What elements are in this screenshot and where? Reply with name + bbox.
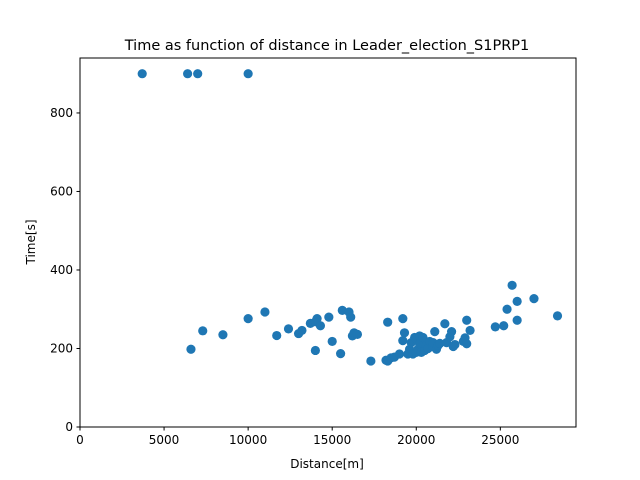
data-point (186, 344, 196, 354)
data-point (283, 324, 294, 334)
data-point (512, 296, 522, 306)
x-tick-label: 20000 (397, 433, 435, 447)
data-point (260, 307, 270, 317)
data-point (346, 312, 356, 322)
data-point (394, 349, 405, 359)
x-axis-label: Distance[m] (290, 457, 364, 471)
x-tick-label: 10000 (229, 433, 267, 447)
y-axis-ticks: 0 200 400 600 800 (50, 106, 80, 434)
y-tick-label: 200 (50, 341, 73, 355)
data-point (352, 329, 363, 339)
data-point (462, 339, 472, 349)
chart-title: Time as function of distance in Leader_e… (124, 38, 530, 54)
data-point (137, 69, 147, 79)
y-tick-label: 400 (50, 263, 73, 277)
data-point (512, 315, 522, 325)
data-point (462, 315, 472, 325)
data-point (243, 314, 253, 324)
data-point (490, 322, 500, 332)
x-tick-label: 15000 (313, 433, 351, 447)
data-point (499, 321, 509, 331)
data-point (430, 327, 440, 337)
data-point (446, 327, 457, 337)
data-point (193, 69, 203, 79)
data-point (315, 321, 326, 331)
data-point (507, 280, 517, 290)
data-point (418, 332, 428, 343)
y-tick-label: 800 (50, 106, 73, 120)
y-tick-label: 0 (65, 420, 73, 434)
data-point (198, 326, 208, 336)
data-point (324, 312, 334, 322)
data-point (440, 319, 450, 329)
data-point (465, 325, 475, 336)
y-tick-label: 600 (50, 184, 73, 198)
data-point (336, 348, 346, 359)
x-tick-label: 5000 (149, 433, 180, 447)
data-point (435, 338, 445, 348)
data-point (399, 328, 410, 338)
data-point (366, 356, 376, 366)
y-axis-label: Time[s] (24, 220, 38, 266)
data-point (183, 69, 193, 79)
data-point (272, 330, 282, 341)
data-point (310, 345, 320, 356)
data-point (383, 317, 393, 327)
data-point (552, 311, 563, 321)
data-point (450, 339, 460, 350)
data-point (243, 69, 253, 79)
x-tick-label: 25000 (481, 433, 519, 447)
data-point (218, 330, 228, 340)
data-point (529, 294, 539, 304)
data-point (398, 336, 408, 346)
plot-frame (79, 57, 577, 428)
data-point (327, 336, 337, 347)
data-point (297, 325, 307, 336)
x-tick-label: 0 (76, 433, 84, 447)
data-point (312, 314, 322, 324)
x-axis-ticks: 0 5000 10000 15000 20000 25000 (76, 427, 519, 447)
data-point (502, 304, 512, 314)
data-point (398, 314, 408, 324)
data-points (137, 69, 563, 366)
